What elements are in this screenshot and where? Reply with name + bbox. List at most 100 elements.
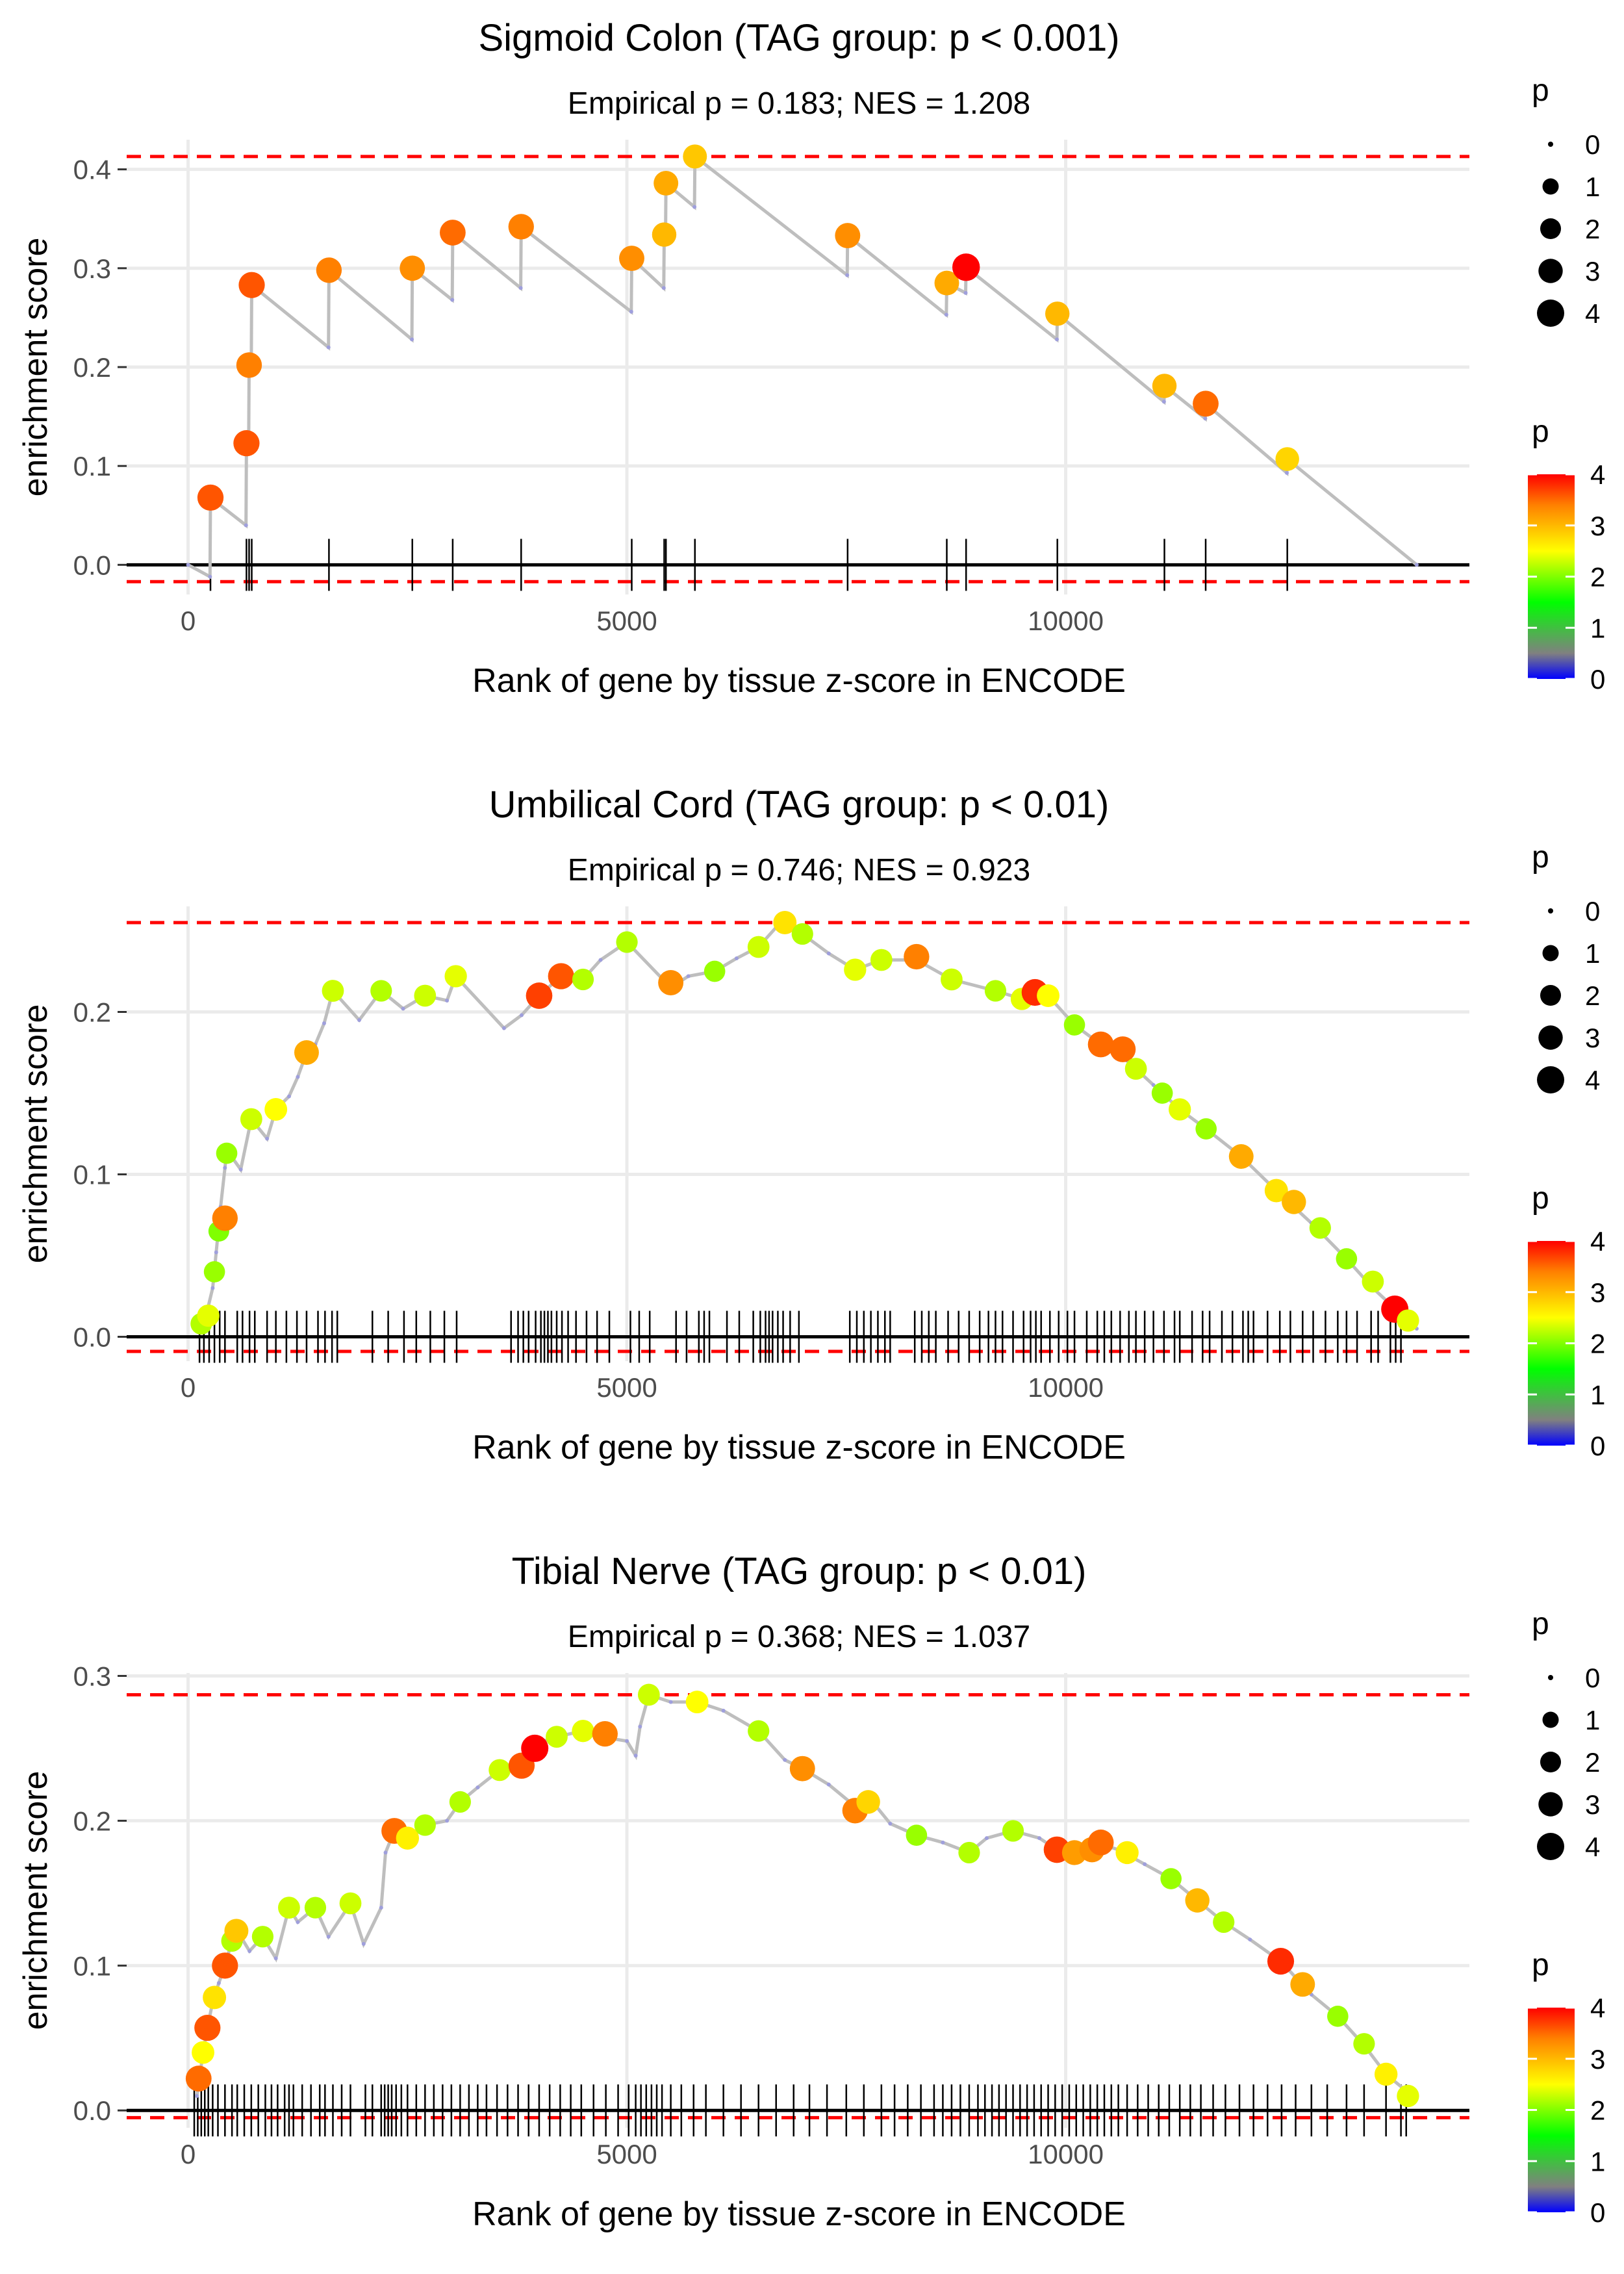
hit-point [439,220,466,246]
hit-point [224,1919,249,1943]
hit-point [773,911,797,934]
color-legend-label: 2 [1590,562,1605,593]
curve-vertex [888,1821,893,1826]
panel-3: Tibial Nerve (TAG group: p < 0.01) Empiri… [17,1550,1605,2233]
hit-point [789,1756,815,1782]
curve-vertex [208,574,212,579]
legend: p 0 1 2 3 4 p 4 3 2 1 0 [1528,840,1605,1461]
curve-vertex [598,958,603,962]
curve-vertex [1037,1836,1042,1841]
size-legend-label: 2 [1585,1747,1600,1778]
hit-point [844,958,867,981]
legend: p 0 1 2 3 4 p 4 3 2 1 0 [1528,73,1605,695]
hit-point [906,1824,928,1846]
hit-point [546,1726,568,1748]
hit-point [1327,2006,1349,2027]
size-legend-label: 0 [1585,129,1600,160]
x-tick-label: 10000 [1028,1372,1104,1403]
curve-vertex [326,345,331,350]
curve-vertex [445,999,450,1003]
size-legend-key [1540,984,1562,1006]
hit-point [1275,447,1299,471]
curve-vertex [1414,563,1419,567]
hit-point [414,1814,436,1836]
color-legend-label: 3 [1590,2044,1605,2075]
size-legend-label: 3 [1585,1023,1600,1053]
hit-point [616,931,638,953]
hit-point [203,1261,225,1283]
hit-point [1264,1179,1288,1203]
curve-vertex [633,1754,638,1758]
color-legend-label: 1 [1590,613,1605,643]
curve-vertex [1284,470,1289,475]
chart-subtitle: Empirical p = 0.183; NES = 1.208 [568,86,1030,121]
curve-vertex [244,523,248,528]
hit-point [1115,1841,1139,1865]
hit-point [233,430,260,457]
hit-point [1267,1948,1295,1975]
color-legend-label: 3 [1590,1277,1605,1308]
hit-point [508,214,534,240]
y-tick-label: 0.2 [73,997,111,1028]
curve-vertex [296,1075,300,1079]
hit-point [941,968,963,991]
y-tick-label: 0.1 [73,1950,111,1981]
curve-vertex [223,1166,227,1170]
size-legend-label: 2 [1585,980,1600,1011]
curve-vertex [1203,416,1208,421]
chart-title: Sigmoid Colon (TAG group: p < 0.001) [478,17,1119,59]
y-axis-label: enrichment score [17,1004,55,1264]
hit-point [1124,1058,1147,1080]
hit-point [870,949,893,971]
hit-point [1169,1098,1191,1121]
hit-point [934,270,959,296]
size-legend-label: 3 [1585,1789,1600,1820]
hit-point [1290,1972,1315,1997]
curve-vertex [265,1136,270,1141]
curve-vertex [518,286,523,290]
curve-vertex [668,1700,673,1704]
chart-subtitle: Empirical p = 0.368; NES = 1.037 [568,1620,1030,1654]
size-legend-key [1542,1711,1559,1728]
color-legend-label: 4 [1590,459,1605,490]
curve-vertex [721,1708,726,1713]
x-tick-label: 10000 [1028,2139,1104,2169]
y-tick-label: 0.3 [73,1661,111,1691]
y-axis-label: enrichment score [17,1771,55,2030]
hit-point [238,272,265,298]
legend: p 0 1 2 3 4 p 4 3 2 1 0 [1528,1607,1605,2228]
hit-point [1362,1270,1384,1293]
curve-vertex [941,1840,945,1845]
curve-vertex [214,1250,218,1255]
hit-point [185,2065,212,2092]
hit-point [1037,984,1059,1007]
color-legend-label: 2 [1590,1329,1605,1359]
hit-point [294,1040,319,1065]
chart-subtitle: Empirical p = 0.746; NES = 0.923 [568,853,1030,888]
x-tick-label: 5000 [596,1372,657,1403]
hit-point [304,1897,327,1919]
curve-vertex [686,974,691,978]
curve-vertex [845,273,850,277]
y-tick-label: 0.0 [73,2095,111,2126]
hit-point [658,970,684,995]
hit-point [1397,2084,1419,2108]
curve-vertex [1248,1937,1252,1942]
size-legend-key [1537,1833,1564,1860]
curve-vertex [357,1018,362,1022]
size-legend-key [1537,1066,1564,1093]
size-legend-label: 4 [1585,298,1600,329]
color-legend-label: 4 [1590,1993,1605,2023]
curve-vertex [984,1836,989,1841]
x-tick-label: 5000 [596,2139,657,2169]
y-tick-label: 0.4 [73,155,111,185]
curve-vertex [519,1013,524,1017]
hit-point [791,923,813,945]
curve-vertex [944,313,948,317]
size-legend-key [1548,908,1553,913]
curve-vertex [210,1286,215,1290]
hit-point [984,980,1007,1002]
y-tick-label: 0.1 [73,451,111,481]
hit-point [748,1720,770,1742]
hit-point [652,222,677,247]
